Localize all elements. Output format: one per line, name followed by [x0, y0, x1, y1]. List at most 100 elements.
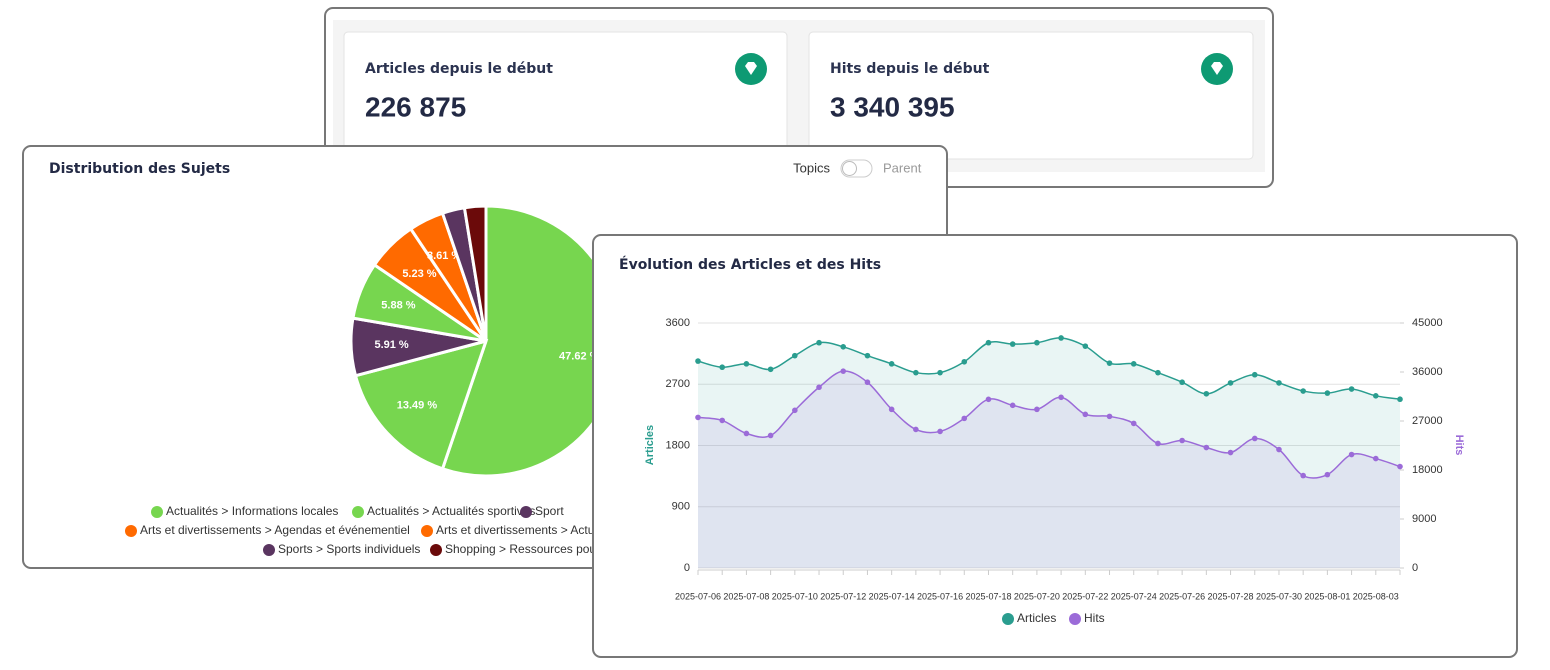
legend-label: Shopping > Ressources pou: [445, 542, 596, 556]
data-point: [1324, 471, 1331, 478]
y-axis-title: Articles: [644, 425, 656, 465]
y-tick-label: 1800: [666, 439, 690, 451]
line-panel: Évolution des Articles et des Hits 0 900 1…: [592, 234, 1518, 658]
legend-marker: [263, 544, 275, 556]
data-point: [695, 414, 701, 421]
legend-label: Arts et divertissements > Actu: [436, 523, 594, 537]
y2-tick-label: 36000: [1412, 366, 1443, 378]
y2-axis-title: Hits: [1453, 435, 1465, 456]
data-point: [1130, 420, 1137, 427]
data-point: [1106, 360, 1113, 366]
data-point: [1082, 343, 1089, 349]
y-tick-label: 0: [684, 562, 690, 574]
data-point: [1179, 437, 1185, 444]
data-point: [985, 396, 992, 403]
data-point: [1227, 449, 1234, 456]
x-tick-label: 2025-07-06: [675, 591, 721, 601]
chart-title: Évolution des Articles et des Hits: [619, 256, 881, 273]
legend-label: Sport: [535, 504, 564, 518]
diamond-icon: [1201, 53, 1233, 85]
x-tick-label: 2025-07-30: [1256, 591, 1302, 601]
x-tick-label: 2025-07-22: [1062, 591, 1108, 601]
x-tick-label: 2025-08-03: [1353, 591, 1399, 601]
stat-card: [808, 31, 1254, 160]
data-point: [913, 369, 919, 376]
data-point: [1155, 369, 1161, 376]
data-point: [1397, 463, 1403, 470]
data-point: [864, 379, 871, 386]
data-point: [888, 361, 895, 367]
pie-slice: [462, 204, 488, 342]
data-point: [1251, 371, 1258, 378]
data-point: [816, 384, 822, 391]
data-point: [792, 407, 798, 414]
y2-tick-label: 0: [1412, 562, 1418, 574]
data-point: [743, 361, 750, 367]
legend-marker: [352, 506, 364, 518]
x-tick-label: 2025-07-12: [820, 591, 866, 601]
data-point: [1300, 472, 1306, 479]
x-tick-label: 2025-07-24: [1111, 591, 1157, 601]
slice-label: 5.88 %: [381, 299, 415, 311]
legend-marker: [1002, 613, 1014, 625]
x-tick-label: 2025-07-26: [1159, 591, 1205, 601]
data-point: [816, 339, 822, 346]
x-tick-label: 2025-07-16: [917, 591, 963, 601]
legend-label: Articles: [1017, 611, 1056, 625]
x-tick-label: 2025-07-28: [1208, 591, 1254, 601]
data-point: [1179, 379, 1185, 386]
series-area: [698, 337, 1400, 568]
slice-label: 5.23 %: [402, 268, 436, 280]
x-tick-label: 2025-07-20: [1014, 591, 1060, 601]
legend-label: Actualités > Actualités sportives: [367, 504, 535, 518]
y2-tick-label: 27000: [1412, 415, 1443, 427]
data-point: [1251, 435, 1258, 442]
data-point: [1034, 406, 1040, 413]
series-area: [698, 371, 1400, 568]
y2-tick-label: 9000: [1412, 513, 1436, 525]
data-point: [961, 358, 968, 365]
data-point: [840, 344, 847, 350]
data-point: [1348, 451, 1355, 458]
data-point: [1082, 411, 1089, 418]
stats-panel: Articles depuis le début 226 875 Hits de…: [324, 7, 1274, 188]
stat-label: Hits depuis le début: [830, 61, 990, 77]
legend-marker: [151, 506, 163, 518]
stat-label: Articles depuis le début: [365, 61, 553, 77]
data-point: [840, 368, 847, 374]
toggle-label: Parent: [883, 160, 922, 175]
legend-label: Sports > Sports individuels: [278, 542, 420, 556]
slice-label: 5.91 %: [374, 339, 408, 351]
slice-label: 3.61 %: [427, 250, 461, 262]
data-point: [1372, 393, 1379, 399]
data-point: [888, 406, 895, 413]
stat-value: 3 340 395: [830, 91, 955, 122]
legend-marker: [421, 525, 433, 537]
data-point: [1227, 380, 1234, 386]
data-point: [719, 364, 726, 371]
data-point: [792, 352, 798, 359]
data-point: [1372, 455, 1379, 462]
data-point: [1203, 390, 1210, 397]
data-point: [913, 426, 919, 433]
data-point: [767, 366, 774, 373]
data-point: [1106, 413, 1113, 420]
data-point: [985, 339, 992, 346]
data-point: [937, 428, 943, 435]
data-point: [695, 358, 701, 364]
legend-label: Hits: [1084, 611, 1105, 625]
slice-label: 47.62 %: [559, 350, 600, 362]
legend-label: Arts et divertissements > Agendas et évé…: [140, 523, 410, 537]
diamond-icon: [735, 53, 767, 85]
data-point: [1348, 386, 1355, 392]
data-point: [937, 369, 943, 376]
data-point: [1009, 402, 1016, 409]
toggle-switch[interactable]: [840, 159, 873, 178]
data-point: [1034, 339, 1040, 346]
toggle-label: Topics: [793, 160, 830, 175]
data-point: [1397, 396, 1403, 403]
chart-title: Distribution des Sujets: [49, 161, 230, 177]
legend-marker: [125, 525, 137, 537]
